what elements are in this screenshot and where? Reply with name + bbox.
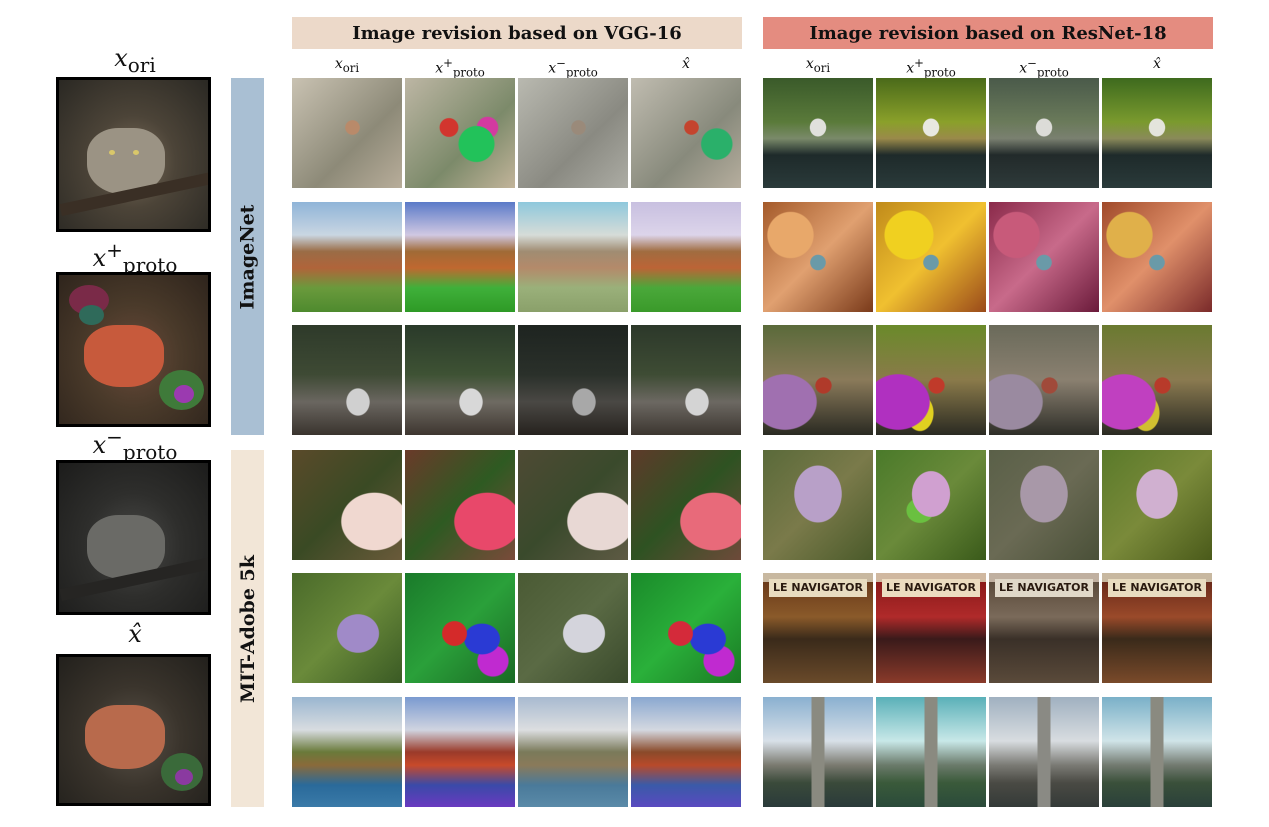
resnet-garden-original [763, 325, 873, 435]
row-group-label: ImageNet [236, 204, 259, 309]
resnet-storefront-revised: LE NAVIGATOR [1102, 573, 1212, 683]
column-header: x̂ [682, 56, 690, 72]
cat-image-original [56, 77, 211, 232]
storefront-sign: LE NAVIGATOR [769, 579, 867, 597]
resnet-lavender-proto-plus [876, 450, 986, 560]
column-header: x+proto [435, 56, 485, 80]
resnet-skyline-proto-plus [876, 697, 986, 807]
vgg-coast-original [292, 697, 402, 807]
resnet-garden-proto-plus [876, 325, 986, 435]
column-header: x−proto [548, 56, 598, 80]
resnet-storefront-proto-plus: LE NAVIGATOR [876, 573, 986, 683]
resnet-leaves-original [763, 202, 873, 312]
resnet-storefront-proto-minus: LE NAVIGATOR [989, 573, 1099, 683]
vgg-bee-revised [631, 450, 741, 560]
storefront-sign: LE NAVIGATOR [995, 579, 1093, 597]
resnet-skyline-original [763, 697, 873, 807]
vgg-bird-revised [631, 78, 741, 188]
left-label-x-ori: xori [114, 44, 156, 77]
resnet-lake-revised [1102, 78, 1212, 188]
vgg-bee-proto-minus [518, 450, 628, 560]
vgg16-panel-title: Image revision based on VGG-16 [292, 17, 742, 49]
vgg-lupine-revised [631, 573, 741, 683]
resnet-lake-proto-minus [989, 78, 1099, 188]
cat-image-revised [56, 654, 211, 806]
vgg-lupine-proto-plus [405, 573, 515, 683]
storefront-sign: LE NAVIGATOR [1108, 579, 1206, 597]
vgg-stream-proto-plus [405, 325, 515, 435]
resnet-lavender-revised [1102, 450, 1212, 560]
resnet-garden-proto-minus [989, 325, 1099, 435]
left-label-x-proto-minus: x−proto [92, 425, 178, 464]
row-group-mit-adobe: MIT-Adobe 5k [231, 450, 264, 807]
cat-image-proto-plus [56, 272, 211, 427]
vgg-bird-proto-plus [405, 78, 515, 188]
resnet-leaves-proto-plus [876, 202, 986, 312]
resnet-leaves-revised [1102, 202, 1212, 312]
vgg-barn-original [292, 202, 402, 312]
row-group-label: MIT-Adobe 5k [236, 554, 259, 703]
column-header: xori [805, 56, 831, 75]
resnet-lake-proto-plus [876, 78, 986, 188]
column-header: x−proto [1019, 56, 1069, 80]
vgg-barn-revised [631, 202, 741, 312]
vgg-bird-original [292, 78, 402, 188]
resnet-skyline-proto-minus [989, 697, 1099, 807]
vgg-bird-proto-minus [518, 78, 628, 188]
resnet-garden-revised [1102, 325, 1212, 435]
resnet18-panel-title: Image revision based on ResNet-18 [763, 17, 1213, 49]
resnet-skyline-revised [1102, 697, 1212, 807]
vgg-lupine-proto-minus [518, 573, 628, 683]
storefront-sign: LE NAVIGATOR [882, 579, 980, 597]
vgg-stream-original [292, 325, 402, 435]
left-label-x-hat: x̂ [128, 620, 142, 648]
vgg-barn-proto-minus [518, 202, 628, 312]
resnet-lake-original [763, 78, 873, 188]
vgg-stream-proto-minus [518, 325, 628, 435]
left-label-x-proto-plus: x+proto [92, 238, 178, 277]
resnet-leaves-proto-minus [989, 202, 1099, 312]
vgg-coast-proto-minus [518, 697, 628, 807]
resnet-storefront-original: LE NAVIGATOR [763, 573, 873, 683]
vgg-coast-proto-plus [405, 697, 515, 807]
row-group-imagenet: ImageNet [231, 78, 264, 435]
column-header: xori [334, 56, 360, 75]
cat-image-proto-minus [56, 460, 211, 615]
vgg-bee-proto-plus [405, 450, 515, 560]
vgg-stream-revised [631, 325, 741, 435]
vgg-barn-proto-plus [405, 202, 515, 312]
resnet-lavender-proto-minus [989, 450, 1099, 560]
vgg-bee-original [292, 450, 402, 560]
vgg-lupine-original [292, 573, 402, 683]
vgg-coast-revised [631, 697, 741, 807]
resnet-lavender-original [763, 450, 873, 560]
column-header: x̂ [1153, 56, 1161, 72]
column-header: x+proto [906, 56, 956, 80]
